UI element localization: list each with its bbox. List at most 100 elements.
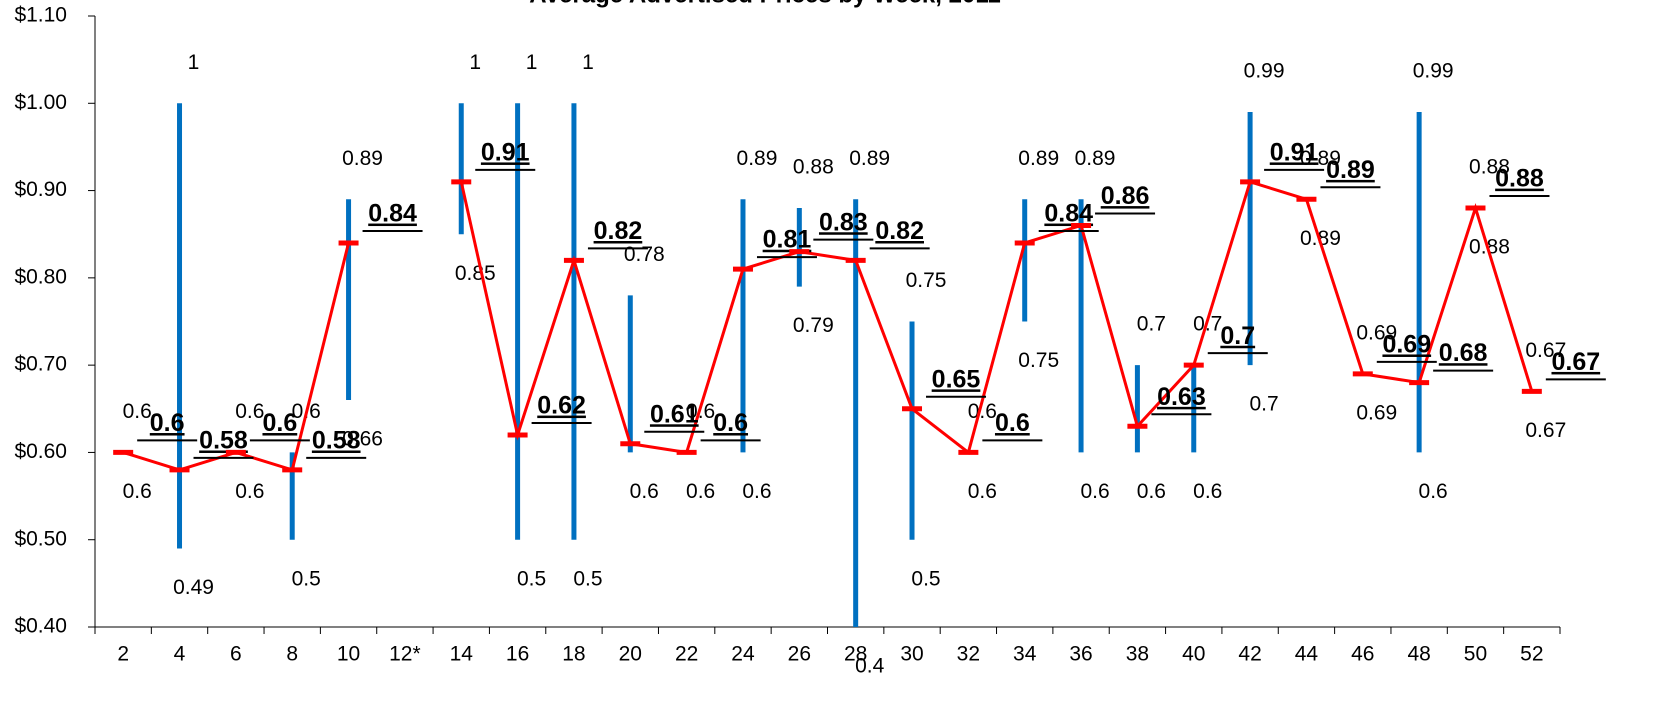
average-label: 0.84 bbox=[1044, 200, 1093, 228]
average-label: 0.58 bbox=[199, 426, 248, 454]
low-label: 0.5 bbox=[573, 567, 602, 590]
y-tick-label: $1.00 bbox=[14, 91, 67, 114]
high-label: 0.6 bbox=[123, 400, 152, 423]
average-label: 0.6 bbox=[150, 409, 185, 437]
x-tick-label: 40 bbox=[1182, 643, 1205, 666]
x-tick-label: 50 bbox=[1464, 643, 1487, 666]
average-label: 0.82 bbox=[875, 217, 924, 245]
low-label: 0.6 bbox=[968, 480, 997, 503]
low-label: 0.79 bbox=[793, 314, 834, 337]
low-label: 0.49 bbox=[173, 576, 214, 599]
x-tick-label: 38 bbox=[1126, 643, 1149, 666]
y-tick-label: $0.70 bbox=[14, 353, 67, 376]
high-label: 1 bbox=[582, 51, 594, 74]
high-label: 0.89 bbox=[1018, 147, 1059, 170]
low-label: 0.5 bbox=[517, 567, 546, 590]
x-tick-label: 42 bbox=[1238, 643, 1261, 666]
low-label: 0.75 bbox=[1018, 349, 1059, 372]
x-tick-label: 20 bbox=[619, 643, 642, 666]
high-label: 1 bbox=[469, 51, 481, 74]
y-tick-label: $0.50 bbox=[14, 527, 67, 550]
x-tick-label: 26 bbox=[788, 643, 811, 666]
x-tick-label: 6 bbox=[230, 643, 242, 666]
high-label: 0.99 bbox=[1413, 60, 1454, 83]
y-tick-label: $1.10 bbox=[14, 4, 67, 27]
high-label: 0.6 bbox=[235, 400, 264, 423]
average-label: 0.81 bbox=[763, 226, 812, 254]
low-label: 0.6 bbox=[1137, 480, 1166, 503]
x-tick-label: 32 bbox=[957, 643, 980, 666]
average-label: 0.84 bbox=[368, 200, 417, 228]
high-label: 0.69 bbox=[1356, 321, 1397, 344]
average-label: 0.63 bbox=[1157, 383, 1206, 411]
average-label: 0.65 bbox=[932, 365, 981, 393]
low-label: 0.6 bbox=[235, 480, 264, 503]
average-label: 0.68 bbox=[1439, 339, 1488, 367]
low-label: 0.4 bbox=[855, 655, 885, 678]
low-label: 0.6 bbox=[1193, 480, 1222, 503]
average-label: 0.91 bbox=[481, 138, 530, 166]
x-tick-label: 44 bbox=[1295, 643, 1319, 666]
y-tick-label: $0.80 bbox=[14, 265, 67, 288]
low-label: 0.6 bbox=[1419, 480, 1448, 503]
high-label: 0.88 bbox=[1469, 156, 1510, 179]
x-tick-label: 12* bbox=[389, 643, 421, 666]
low-label: 0.6 bbox=[1080, 480, 1109, 503]
x-tick-label: 16 bbox=[506, 643, 529, 666]
high-label: 0.89 bbox=[849, 147, 890, 170]
x-tick-label: 10 bbox=[337, 643, 360, 666]
high-label: 1 bbox=[526, 51, 538, 74]
average-label: 0.89 bbox=[1326, 156, 1375, 184]
high-label: 1 bbox=[188, 51, 200, 74]
average-label: 0.67 bbox=[1551, 348, 1600, 376]
high-label: 0.89 bbox=[1075, 147, 1116, 170]
high-label: 0.6 bbox=[968, 400, 997, 423]
average-label: 0.6 bbox=[713, 409, 748, 437]
average-label: 0.62 bbox=[537, 392, 586, 420]
high-label: 0.89 bbox=[737, 147, 778, 170]
x-tick-label: 36 bbox=[1069, 643, 1092, 666]
average-label: 0.6 bbox=[262, 409, 297, 437]
low-label: 0.69 bbox=[1356, 401, 1397, 424]
low-label: 0.66 bbox=[342, 428, 383, 451]
x-tick-label: 22 bbox=[675, 643, 698, 666]
high-label: 0.7 bbox=[1137, 313, 1166, 336]
low-label: 0.88 bbox=[1469, 236, 1510, 259]
x-tick-label: 14 bbox=[450, 643, 474, 666]
y-tick-label: $0.90 bbox=[14, 178, 67, 201]
average-label: 0.86 bbox=[1101, 182, 1150, 210]
high-label: 0.78 bbox=[624, 243, 665, 266]
x-tick-label: 24 bbox=[731, 643, 755, 666]
average-label: 0.82 bbox=[594, 217, 643, 245]
low-label: 0.6 bbox=[630, 480, 659, 503]
average-label: 0.7 bbox=[1220, 322, 1255, 350]
low-label: 0.67 bbox=[1525, 419, 1566, 442]
average-label: 0.61 bbox=[650, 400, 699, 428]
x-tick-label: 34 bbox=[1013, 643, 1037, 666]
high-label: 0.75 bbox=[906, 269, 947, 292]
x-tick-label: 4 bbox=[174, 643, 186, 666]
low-label: 0.6 bbox=[686, 480, 715, 503]
low-label: 0.5 bbox=[911, 567, 940, 590]
high-label: 0.89 bbox=[342, 147, 383, 170]
average-label: 0.69 bbox=[1382, 330, 1431, 358]
low-label: 0.85 bbox=[455, 262, 496, 285]
high-label: 0.99 bbox=[1244, 60, 1285, 83]
high-label: 0.89 bbox=[1300, 147, 1341, 170]
x-tick-label: 46 bbox=[1351, 643, 1374, 666]
low-label: 0.7 bbox=[1249, 393, 1278, 416]
average-label: 0.91 bbox=[1270, 138, 1319, 166]
low-label: 0.5 bbox=[292, 567, 321, 590]
x-tick-label: 2 bbox=[117, 643, 129, 666]
x-tick-label: 30 bbox=[900, 643, 923, 666]
low-label: 0.6 bbox=[123, 480, 152, 503]
y-tick-label: $0.40 bbox=[14, 615, 67, 638]
average-label: 0.88 bbox=[1495, 165, 1544, 193]
x-tick-label: 28 bbox=[844, 643, 867, 666]
chart-title: Average Advertised Prices by Week, 2011 bbox=[529, 0, 1000, 8]
x-tick-label: 52 bbox=[1520, 643, 1543, 666]
high-label: 0.88 bbox=[793, 156, 834, 179]
high-label: 0.67 bbox=[1525, 339, 1566, 362]
low-label: 0.6 bbox=[742, 480, 771, 503]
